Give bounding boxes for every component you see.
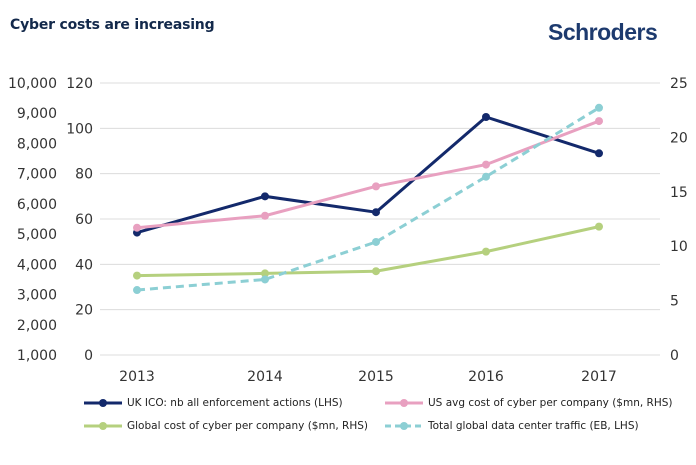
right-tick-label: 10 xyxy=(670,239,688,255)
chart-title: Cyber costs are increasing xyxy=(10,17,215,33)
legend-swatch-icon xyxy=(385,422,423,430)
legend-label: UK ICO: nb all enforcement actions (LHS) xyxy=(127,397,343,409)
right-tick-label: 25 xyxy=(670,76,688,92)
left-outer-tick-label: 2,000 xyxy=(17,318,57,334)
data-point xyxy=(482,172,490,181)
data-point xyxy=(595,222,603,231)
left-outer-tick-label: 1,000 xyxy=(17,348,57,364)
left-inner-tick-label: 20 xyxy=(75,303,93,319)
legend-swatch-icon xyxy=(84,399,122,407)
left-outer-tick-label: 9,000 xyxy=(17,106,57,122)
x-tick-label: 2014 xyxy=(247,369,283,385)
right-tick-label: 15 xyxy=(670,185,688,201)
data-point xyxy=(482,160,490,169)
right-tick-label: 20 xyxy=(670,130,688,146)
data-point xyxy=(261,269,269,278)
legend-item: Global cost of cyber per company ($mn, R… xyxy=(84,420,368,432)
left-inner-tick-label: 60 xyxy=(75,212,93,228)
data-point xyxy=(261,192,269,201)
left-inner-tick-label: 0 xyxy=(84,348,93,364)
left-outer-tick-label: 8,000 xyxy=(17,136,57,152)
data-point xyxy=(595,149,603,158)
series-line-3 xyxy=(136,106,600,292)
left-inner-tick-label: 80 xyxy=(75,167,93,183)
left-outer-tick-label: 7,000 xyxy=(17,167,57,183)
right-tick-label: 0 xyxy=(670,348,679,364)
data-point xyxy=(133,286,141,295)
legend-label: Total global data center traffic (EB, LH… xyxy=(428,420,639,432)
left-inner-tick-label: 120 xyxy=(66,76,93,92)
data-point xyxy=(372,208,380,217)
x-tick-label: 2016 xyxy=(468,369,504,385)
data-point xyxy=(133,223,141,232)
left-outer-tick-label: 3,000 xyxy=(17,288,57,304)
series-line-0 xyxy=(136,115,600,235)
legend-item: UK ICO: nb all enforcement actions (LHS) xyxy=(84,397,343,409)
data-point xyxy=(482,113,490,121)
data-point xyxy=(372,182,380,191)
x-tick-label: 2015 xyxy=(358,369,394,385)
data-point xyxy=(261,211,269,220)
data-point xyxy=(482,247,490,256)
left-outer-tick-label: 6,000 xyxy=(17,197,57,213)
x-tick-label: 2017 xyxy=(581,369,617,385)
x-tick-label: 2013 xyxy=(119,369,155,385)
left-inner-tick-label: 40 xyxy=(75,257,93,273)
right-tick-label: 5 xyxy=(670,294,679,310)
data-point xyxy=(261,275,269,284)
data-point xyxy=(595,117,603,126)
legend-swatch-icon xyxy=(385,399,423,407)
left-inner-tick-label: 100 xyxy=(66,121,93,137)
data-point xyxy=(133,271,141,280)
left-outer-tick-label: 5,000 xyxy=(17,227,57,243)
legend-item: US avg cost of cyber per company ($mn, R… xyxy=(385,397,672,409)
schroders-logo: Schroders xyxy=(548,19,658,45)
legend-label: US avg cost of cyber per company ($mn, R… xyxy=(428,397,673,409)
data-point xyxy=(372,237,380,246)
series-line-2 xyxy=(136,225,600,278)
data-point xyxy=(372,267,380,276)
legend-swatch-icon xyxy=(84,422,122,430)
left-outer-tick-label: 10,000 xyxy=(8,76,57,92)
left-outer-tick-label: 4,000 xyxy=(17,257,57,273)
legend-item: Total global data center traffic (EB, LH… xyxy=(385,420,639,432)
legend-label: Global cost of cyber per company ($mn, R… xyxy=(127,420,368,432)
data-point xyxy=(595,103,603,112)
